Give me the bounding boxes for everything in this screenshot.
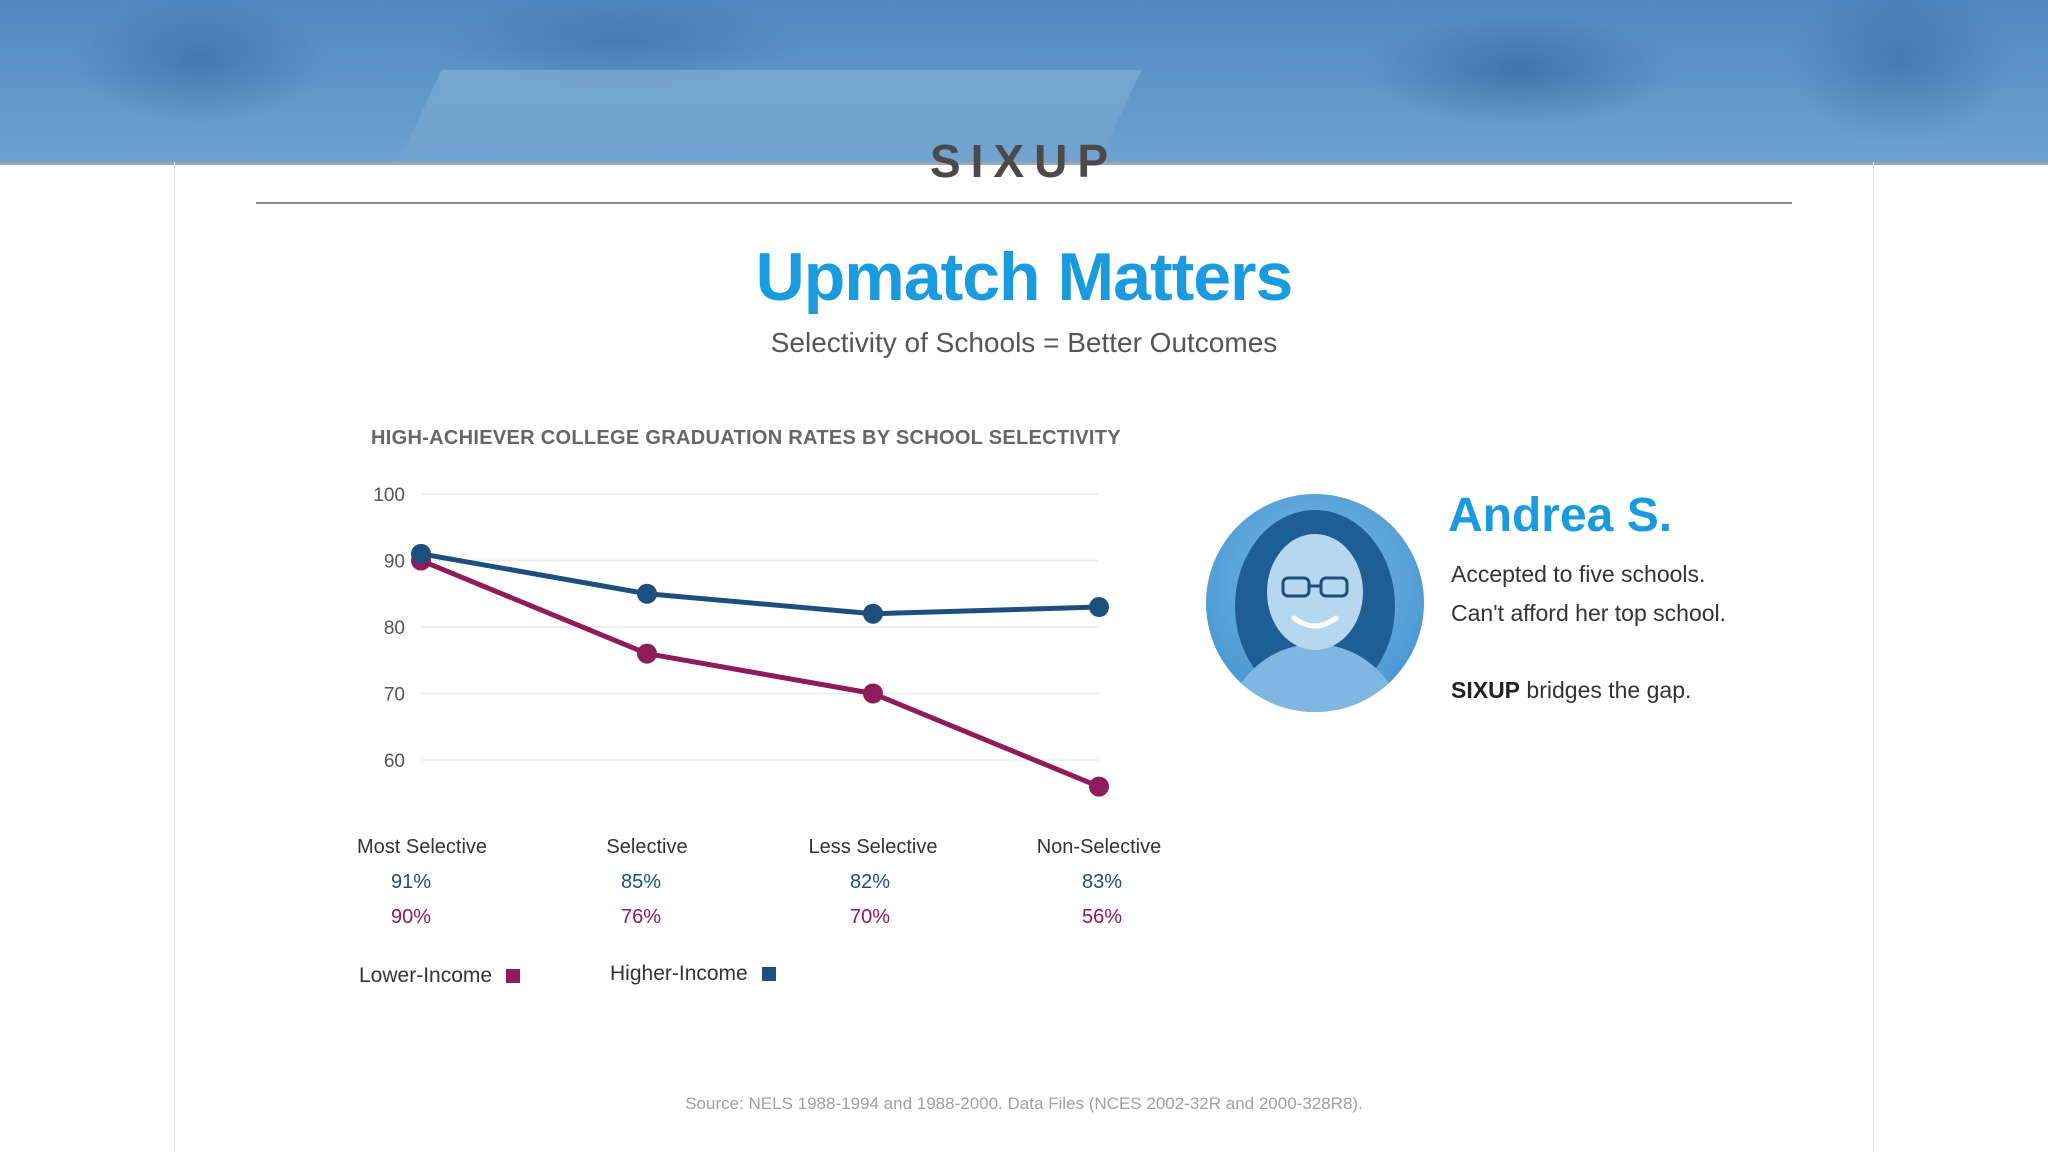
legend-swatch-higher-income [761, 967, 776, 981]
higher-income-value-most-selective: 91% [390, 871, 432, 893]
page-subtitle: Selectivity of Schools = Better Outcomes [770, 327, 1278, 358]
category-label-non-selective: Non-Selective [1036, 836, 1162, 858]
category-label-less-selective: Less Selective [808, 836, 938, 858]
category-label-selective: Selective [606, 836, 688, 858]
legend-lower-income: Lower-Income [359, 964, 521, 988]
y-tick-label-60: 60 [384, 751, 405, 772]
panel-border-left [174, 162, 175, 1152]
higher-income-value-non-selective: 83% [1081, 871, 1123, 893]
person-portrait-icon [1226, 510, 1404, 712]
header-banner-photo [0, 0, 2048, 165]
higher-incomeseries-line [418, 551, 1102, 617]
avatar [1206, 494, 1424, 712]
lower-income-value-non-selective: 56% [1081, 906, 1123, 928]
profile-brand-emphasis: SIXUP [1451, 677, 1521, 703]
profile-line-accepted: Accepted to five schools. [1451, 561, 1706, 587]
source-citation: Source: NELS 1988-1994 and 1988-2000. Da… [685, 1094, 1363, 1113]
profile-line-afford: Can't afford her top school. [1451, 600, 1727, 626]
y-tick-label-100: 100 [373, 485, 405, 506]
y-tick-label-90: 90 [384, 552, 405, 573]
lower-incomeseries-line [418, 558, 1102, 790]
lower-income-value-most-selective: 90% [390, 906, 432, 928]
higher-incomepoint-3 [1089, 597, 1109, 618]
chart-title: HIGH-ACHIEVER COLLEGE GRADUATION RATES B… [371, 427, 1121, 449]
higher-income-value-less-selective: 82% [849, 871, 891, 893]
lower-income-value-less-selective: 70% [849, 906, 891, 928]
legend-label-higher-income: Higher-Income [610, 962, 748, 985]
panel-border-right [1873, 162, 1874, 1152]
lower-income-value-selective: 76% [620, 906, 662, 928]
legend-label-lower-income: Lower-Income [359, 964, 493, 987]
y-tick-label-70: 70 [384, 685, 405, 706]
legend-higher-income: Higher-Income [610, 962, 776, 986]
lower-incomepoint-3 [1089, 776, 1109, 797]
lower-incomepoint-2 [863, 683, 883, 704]
profile-bridges-text: bridges the gap. [1520, 677, 1692, 703]
higher-incomepoint-2 [863, 603, 883, 624]
page-title: Upmatch Matters [755, 239, 1294, 315]
y-tick-label-80: 80 [384, 618, 405, 639]
legend-swatch-lower-income [506, 969, 521, 983]
profile-name: Andrea S. [1448, 489, 1673, 542]
higher-incomepoint-1 [637, 583, 657, 604]
brand-logo[interactable]: SIXUP [929, 135, 1119, 187]
lower-incomepoint-1 [637, 643, 657, 664]
header-divider [256, 202, 1792, 204]
profile-line-bridges: SIXUP bridges the gap. [1451, 677, 1691, 704]
category-label-most-selective: Most Selective [356, 836, 488, 858]
higher-income-value-selective: 85% [620, 871, 662, 893]
higher-incomepoint-0 [411, 543, 431, 564]
